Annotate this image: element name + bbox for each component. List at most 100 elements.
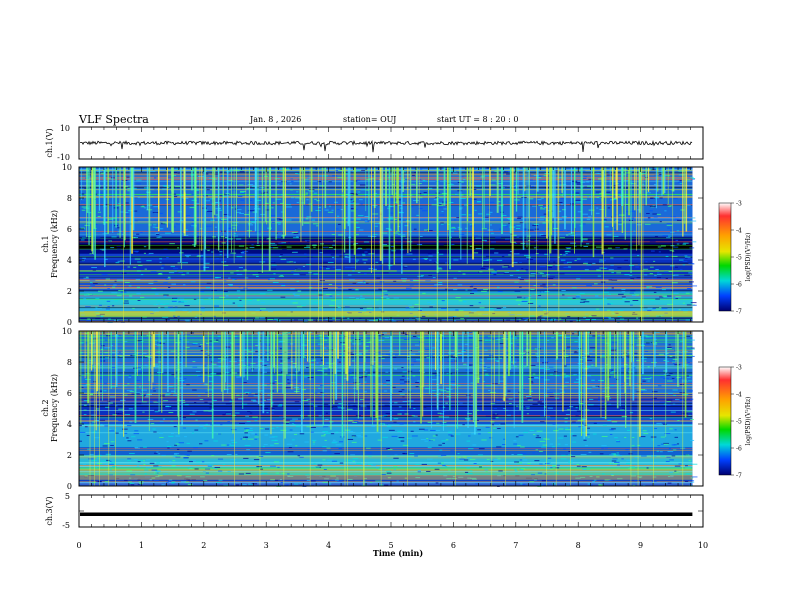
spectrogram-speckle xyxy=(173,298,179,300)
spectrogram-speckle xyxy=(646,287,650,289)
spectrogram-speckle xyxy=(206,210,213,212)
spectrogram-speckle xyxy=(150,423,155,425)
spectrogram-speckle xyxy=(600,368,604,370)
spectrogram-speckle xyxy=(413,172,417,174)
spectrogram-speckle xyxy=(542,283,546,285)
spectrogram-speckle xyxy=(682,309,689,311)
spectrogram-speckle xyxy=(134,236,139,238)
spectrogram-speckle xyxy=(676,243,680,245)
spectrogram-speckle xyxy=(554,397,560,399)
spectrogram-speckle xyxy=(457,249,462,251)
spectrogram-speckle xyxy=(632,352,638,354)
spectrogram-speckle xyxy=(670,216,676,218)
spectrogram-speckle xyxy=(537,472,543,474)
spectrogram-speckle xyxy=(463,204,469,206)
spectrogram-speckle xyxy=(574,341,578,343)
spectrogram-speckle xyxy=(334,170,339,172)
spectrogram-speckle xyxy=(423,429,429,431)
spectrogram-speckle xyxy=(190,174,196,176)
spectrogram-speckle xyxy=(272,281,279,283)
spectrogram-speckle xyxy=(534,478,538,480)
spectrogram-speckle xyxy=(394,402,398,404)
spectrogram-speckle xyxy=(678,309,681,311)
spectrogram-speckle xyxy=(402,444,409,446)
spectrogram-speckle xyxy=(417,469,421,471)
spectrogram-speckle xyxy=(252,400,257,402)
spectrogram-speckle xyxy=(480,359,483,361)
spectrogram-speckle xyxy=(104,357,109,359)
spectrogram-speckle xyxy=(355,261,358,263)
spectrogram-speckle xyxy=(528,179,533,181)
spectrogram-speckle xyxy=(138,264,143,266)
spectrogram-speckle xyxy=(440,214,445,216)
spectrogram-speckle xyxy=(132,307,135,309)
spectrogram-speckle xyxy=(601,219,607,221)
spectrogram-speckle xyxy=(440,334,444,336)
spectrogram-speckle xyxy=(437,202,442,204)
spectrogram-speckle xyxy=(617,221,622,223)
spectrogram-speckle xyxy=(483,266,489,268)
spectrogram-speckle xyxy=(597,404,602,406)
spectrogram-speckle xyxy=(158,307,161,309)
spectrogram-speckle xyxy=(535,353,539,355)
spectrogram-speckle xyxy=(313,405,318,407)
spectrogram-speckle xyxy=(185,346,190,348)
spectrogram-speckle xyxy=(85,276,89,278)
spectrogram-speckle xyxy=(497,167,501,169)
spectrogram-speckle xyxy=(605,191,611,193)
spectrogram-speckle xyxy=(621,288,626,290)
spectrogram-speckle xyxy=(356,462,361,464)
spectrogram-speckle xyxy=(198,256,204,258)
spectrogram-speckle xyxy=(470,405,474,407)
spectrogram-speckle xyxy=(213,341,219,343)
x-tick-label: 4 xyxy=(326,541,331,550)
spectrogram-speckle xyxy=(404,413,409,415)
spectrogram-speckle xyxy=(200,476,205,478)
spectrogram-speckle xyxy=(560,194,563,196)
spectrogram-speckle xyxy=(286,167,289,169)
spectrogram-speckle xyxy=(332,317,336,319)
spectrogram-speckle xyxy=(434,430,441,432)
spectrogram-speckle xyxy=(166,187,170,189)
spectrogram-speckle xyxy=(533,434,536,436)
spectrogram-speckle xyxy=(542,181,547,183)
spectrogram-speckle xyxy=(378,288,382,290)
spectrogram-speckle xyxy=(538,316,542,318)
spectrogram-speckle xyxy=(222,312,226,314)
spectrogram-speckle xyxy=(152,387,156,389)
spectrogram-speckle xyxy=(213,305,220,307)
spectrogram-speckle xyxy=(375,261,379,263)
spectrogram-speckle xyxy=(391,319,395,321)
spectrogram-speckle xyxy=(96,457,101,459)
spectrogram-speckle xyxy=(423,194,427,196)
spectrogram-speckle xyxy=(407,460,410,462)
spectrogram-speckle xyxy=(575,415,579,417)
spectrogram-speckle xyxy=(397,413,402,415)
spectrogram-speckle xyxy=(124,300,129,302)
spectrogram-speckle xyxy=(251,244,254,246)
spectrogram-speckle xyxy=(565,376,571,378)
spectrogram-speckle xyxy=(323,404,329,406)
spectrogram-speckle xyxy=(686,375,689,377)
spectrogram-speckle xyxy=(383,415,388,417)
spectrogram-speckle xyxy=(610,385,615,387)
spectrogram-speckle xyxy=(381,297,384,299)
spectrogram-speckle xyxy=(163,294,169,296)
spectrogram-speckle xyxy=(420,313,425,315)
spectrogram-speckle xyxy=(565,381,569,383)
spectrogram-speckle xyxy=(539,216,545,218)
spectrogram-speckle xyxy=(546,274,550,276)
spectrogram-speckle xyxy=(672,449,677,451)
spectrogram-speckle xyxy=(99,238,104,240)
spectrogram-speckle xyxy=(594,283,598,285)
spectrogram-speckle xyxy=(327,261,334,263)
spectrogram-speckle xyxy=(657,445,661,447)
spectrogram-speckle xyxy=(585,366,591,368)
spectrogram-speckle xyxy=(671,377,675,379)
spectrogram-speckle xyxy=(279,283,286,285)
ch3-waveform-ylabel: ch.3(V) xyxy=(45,496,54,525)
spectrogram-speckle xyxy=(313,246,316,248)
spectrogram-speckle xyxy=(610,257,614,259)
spectrogram-speckle xyxy=(659,174,662,176)
